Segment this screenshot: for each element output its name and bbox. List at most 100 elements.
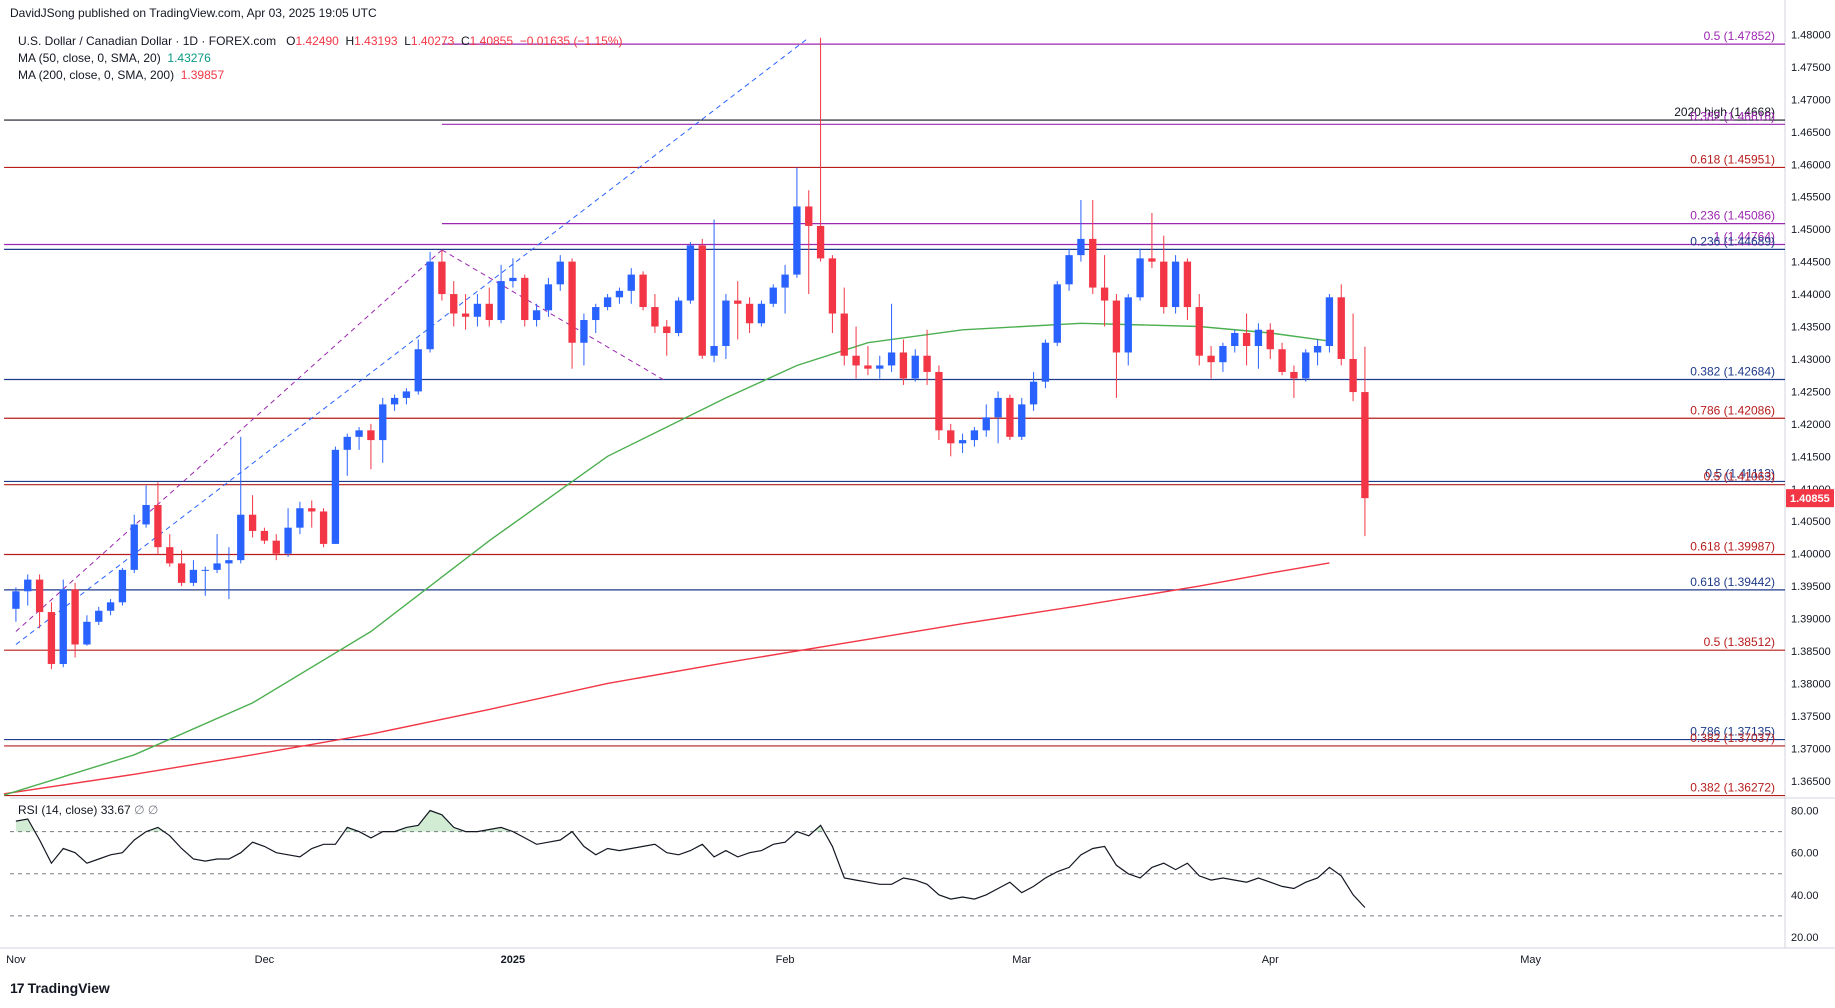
candle-2 [35, 574, 44, 629]
candle-34 [414, 339, 422, 395]
candle-body [734, 300, 742, 304]
candle-body [260, 530, 269, 541]
candle-60 [722, 294, 730, 359]
candle-52 [627, 268, 635, 304]
time-axis-tick-0: Nov [6, 954, 26, 966]
candle-body [390, 397, 399, 405]
candle-55 [663, 320, 671, 356]
candle-111 [1325, 294, 1334, 353]
fib-level-label-7: 0.382 (1.42684) [1690, 364, 1775, 378]
candle-112 [1337, 284, 1345, 366]
candle-20 [248, 495, 257, 538]
candle-35 [426, 251, 434, 353]
candle-body [83, 621, 91, 645]
candle-69 [828, 255, 837, 334]
candle-body [840, 313, 848, 356]
fib-level-label-0: 0.5 (1.47852) [1704, 29, 1775, 43]
fib-level-label-15: 0.382 (1.37037) [1690, 731, 1775, 745]
rsi-line [15, 809, 1366, 908]
candle-19 [237, 436, 245, 564]
candle-body [805, 206, 813, 226]
candle-body [1195, 307, 1203, 356]
candle-body [627, 274, 635, 291]
ma50-legend[interactable]: MA (50, close, 0, SMA, 20) 1.43276 [18, 51, 211, 65]
time-axis-tick-1: Dec [255, 954, 275, 966]
candle-90 [1077, 199, 1085, 262]
price-axis-tick-4: 1.46000 [1791, 159, 1831, 171]
candle-104 [1242, 313, 1251, 366]
candle-body [248, 514, 257, 531]
candle-body [213, 563, 221, 570]
fib-level-label-14: 0.786 (1.37135) [1690, 725, 1775, 739]
candle-53 [639, 271, 647, 311]
candle-body [592, 307, 600, 321]
candle-body [1077, 238, 1085, 256]
candle-91 [1089, 199, 1097, 295]
tradingview-logo-text: TradingView [27, 980, 110, 996]
fib-level-label-6: 0.236 (1.44689) [1690, 234, 1775, 248]
candle-body [106, 602, 115, 611]
ma50-label: MA (50, close, 0, SMA, 20) [18, 51, 161, 65]
price-axis-tick-2: 1.47000 [1791, 94, 1831, 106]
ohlc-open-label: O [286, 34, 296, 48]
ma50-line [3, 322, 1330, 796]
candle-body [947, 430, 955, 444]
candle-body [1266, 329, 1274, 350]
candle-36 [438, 249, 446, 301]
fib-level-label-11: 0.618 (1.39987) [1690, 539, 1775, 553]
candle-body [225, 560, 233, 564]
candle-11 [142, 485, 150, 528]
price-axis-tick-3: 1.46500 [1791, 127, 1831, 139]
trend-line-0 [15, 37, 810, 645]
candle-97 [1160, 235, 1168, 314]
candle-body [1242, 333, 1251, 346]
ma50-value: 1.43276 [167, 51, 211, 65]
candle-body [769, 287, 777, 304]
tradingview-logo[interactable]: 17 TradingView [10, 980, 110, 996]
candle-body [1100, 287, 1109, 301]
candle-body [651, 307, 659, 327]
candle-99 [1183, 258, 1192, 321]
candle-body [994, 397, 1002, 418]
candle-body [923, 355, 931, 372]
candle-body [1124, 297, 1132, 353]
rsi-value: 33.67 [101, 803, 134, 817]
price-axis-tick-18: 1.39000 [1791, 614, 1831, 626]
candle-body [1278, 349, 1286, 372]
candle-body [568, 261, 576, 343]
candle-101 [1207, 345, 1215, 379]
rsi-axis-tick-1: 60.00 [1791, 848, 1819, 860]
fib-level-label-12: 0.618 (1.39442) [1690, 575, 1775, 589]
candle-body [781, 274, 789, 288]
price-axis-tick-0: 1.48000 [1791, 29, 1831, 41]
candle-70 [840, 287, 848, 366]
candle-body [1183, 261, 1192, 308]
candle-body [166, 547, 174, 564]
candle-body [532, 310, 541, 321]
candle-body [237, 514, 245, 561]
candle-body [118, 569, 127, 603]
candle-77 [923, 329, 931, 385]
candle-body [1313, 345, 1322, 353]
ma200-value: 1.39857 [180, 68, 225, 82]
price-axis-tick-8: 1.44000 [1791, 289, 1831, 301]
candle-body [1053, 284, 1061, 343]
candle-66 [793, 167, 801, 278]
candle-13 [166, 534, 174, 567]
candle-28 [343, 433, 351, 476]
candle-30 [367, 423, 375, 470]
candle-42 [509, 258, 517, 288]
fib-level-label-13: 0.5 (1.38512) [1704, 635, 1775, 649]
price-axis-tick-19: 1.38500 [1791, 646, 1831, 658]
ohlc-high: 1.43193 [354, 34, 398, 48]
candle-body [686, 245, 695, 301]
ma200-legend[interactable]: MA (200, close, 0, SMA, 200) 1.39857 [18, 68, 224, 82]
candle-body [958, 440, 967, 444]
candle-54 [651, 294, 659, 334]
candle-body [59, 589, 67, 664]
candle-113 [1349, 313, 1357, 402]
fib-levels: 0.5 (1.47852)2020 high (1.4668)0.382 (1.… [4, 29, 1785, 797]
candle-8 [106, 599, 115, 616]
candle-102 [1219, 342, 1227, 372]
